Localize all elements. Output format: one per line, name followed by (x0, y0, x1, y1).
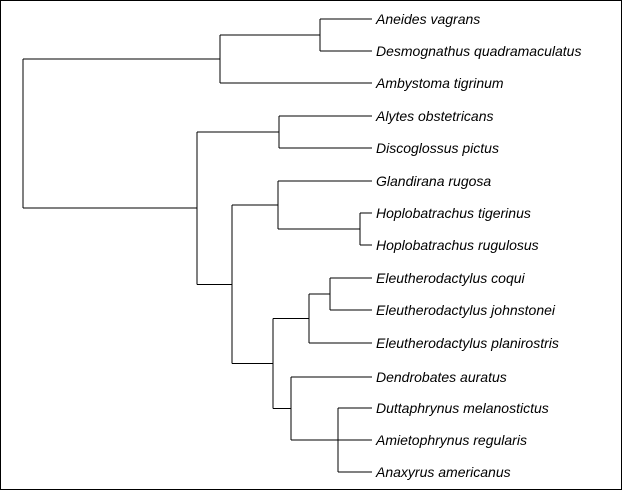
tip-label: Dendrobates auratus (376, 369, 507, 385)
tip-label: Amietophrynus regularis (375, 432, 527, 448)
tip-label: Eleutherodactylus planirostris (376, 335, 559, 351)
tree-branches (22, 18, 372, 473)
tip-label: Duttaphrynus melanostictus (376, 400, 549, 416)
tip-label: Desmognathus quadramaculatus (376, 43, 581, 59)
tip-label: Anaxyrus americanus (375, 464, 511, 480)
tip-label: Hoplobatrachus rugulosus (376, 237, 539, 253)
tip-label: Eleutherodactylus johnstonei (376, 302, 556, 318)
tip-label: Ambystoma tigrinum (375, 75, 504, 91)
tip-label: Hoplobatrachus tigerinus (376, 205, 531, 221)
tip-label: Eleutherodactylus coqui (376, 270, 526, 286)
tip-label: Glandirana rugosa (376, 173, 491, 189)
tip-label: Discoglossus pictus (376, 140, 499, 156)
tip-label: Alytes obstetricans (375, 108, 494, 124)
tip-label: Aneides vagrans (375, 11, 480, 27)
tip-labels: Aneides vagrans Desmognathus quadramacul… (375, 11, 581, 480)
